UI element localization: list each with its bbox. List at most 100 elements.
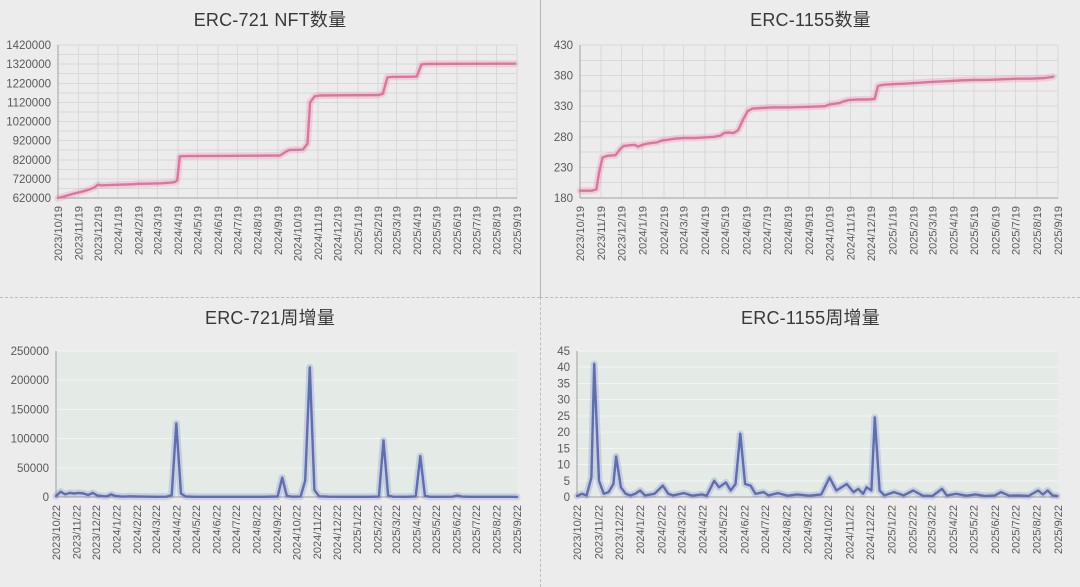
svg-text:2025/4/19: 2025/4/19 [949, 206, 961, 255]
svg-text:0: 0 [564, 492, 570, 504]
svg-text:1120000: 1120000 [7, 97, 51, 109]
erc1155-weekly-gridlines [577, 350, 1058, 482]
erc721-weekly-plot-area [56, 351, 517, 497]
svg-text:2025/3/19: 2025/3/19 [392, 206, 404, 255]
svg-text:2024/10/19: 2024/10/19 [825, 206, 837, 261]
svg-text:2025/5/22: 2025/5/22 [969, 505, 981, 554]
svg-text:2025/2/19: 2025/2/19 [908, 206, 920, 255]
svg-text:1220000: 1220000 [6, 78, 51, 90]
svg-text:2023/11/19: 2023/11/19 [596, 206, 608, 260]
erc1155-weekly-y-axis-labels: 0 5 10 15 20 25 30 35 40 45 [557, 346, 570, 504]
svg-text:2025/8/22: 2025/8/22 [1032, 505, 1044, 554]
svg-text:40: 40 [557, 362, 570, 374]
svg-text:2024/10/22: 2024/10/22 [292, 505, 304, 560]
svg-text:2024/8/19: 2024/8/19 [253, 206, 265, 255]
svg-text:2024/6/19: 2024/6/19 [741, 206, 753, 255]
svg-text:2025/5/19: 2025/5/19 [431, 206, 443, 255]
svg-text:2024/1/19: 2024/1/19 [638, 206, 650, 255]
svg-text:2025/7/22: 2025/7/22 [1010, 505, 1022, 554]
svg-text:2024/12/22: 2024/12/22 [332, 505, 344, 560]
erc721-total-y-axis-labels: 620000 720000 820000 920000 1020000 1120000 12… [6, 40, 51, 205]
erc721-weekly-line-chart: 0 50000 100000 150000 200000 250000 2023/10/22… [11, 346, 524, 560]
svg-text:430: 430 [554, 40, 573, 52]
svg-text:25: 25 [557, 411, 570, 423]
erc1155-total-series-line [578, 75, 1055, 192]
svg-text:2025/9/19: 2025/9/19 [512, 206, 524, 255]
svg-text:2023/12/19: 2023/12/19 [617, 206, 629, 261]
svg-text:2023/12/22: 2023/12/22 [614, 505, 626, 560]
erc721-weekly-y-axis-labels: 0 50000 100000 150000 200000 250000 [11, 346, 49, 504]
chart-title-erc721-total: ERC-721 NFT数量 [193, 10, 347, 30]
svg-text:2025/5/22: 2025/5/22 [431, 505, 443, 554]
svg-text:30: 30 [557, 395, 570, 407]
svg-text:2025/2/22: 2025/2/22 [908, 505, 920, 554]
svg-text:2024/2/19: 2024/2/19 [659, 206, 671, 255]
svg-text:2024/5/22: 2024/5/22 [191, 505, 203, 554]
svg-text:2025/7/19: 2025/7/19 [471, 206, 483, 255]
svg-text:2024/6/22: 2024/6/22 [211, 505, 223, 554]
svg-text:15: 15 [557, 443, 570, 455]
svg-text:2024/12/22: 2024/12/22 [865, 505, 877, 560]
svg-text:2025/4/19: 2025/4/19 [412, 206, 424, 255]
svg-text:2025/8/19: 2025/8/19 [1032, 206, 1044, 255]
svg-text:2023/12/19: 2023/12/19 [93, 206, 105, 261]
svg-text:2024/11/22: 2024/11/22 [844, 505, 856, 559]
svg-text:2024/12/19: 2024/12/19 [333, 206, 345, 261]
svg-text:330: 330 [554, 101, 573, 113]
svg-text:2024/12/19: 2024/12/19 [866, 206, 878, 261]
svg-text:10: 10 [557, 460, 570, 472]
svg-text:2024/4/19: 2024/4/19 [700, 206, 712, 255]
svg-text:1320000: 1320000 [6, 59, 51, 71]
svg-text:2024/2/19: 2024/2/19 [134, 206, 146, 255]
svg-text:50000: 50000 [17, 463, 49, 475]
svg-text:920000: 920000 [13, 136, 51, 148]
chart-title-erc721-weekly: ERC-721周增量 [204, 308, 336, 328]
svg-text:180: 180 [554, 193, 573, 205]
erc1155-weekly-series-line [575, 362, 1059, 498]
svg-text:1020000: 1020000 [6, 117, 51, 129]
svg-text:2025/4/22: 2025/4/22 [411, 505, 423, 554]
svg-text:2024/9/22: 2024/9/22 [272, 505, 284, 554]
svg-text:2024/7/19: 2024/7/19 [762, 206, 774, 255]
svg-text:2025/9/19: 2025/9/19 [1053, 206, 1065, 255]
svg-text:45: 45 [557, 346, 570, 358]
svg-text:100000: 100000 [11, 434, 49, 446]
svg-text:2025/3/22: 2025/3/22 [391, 505, 403, 554]
svg-text:2024/3/19: 2024/3/19 [153, 206, 165, 255]
svg-text:820000: 820000 [13, 155, 51, 167]
svg-text:2024/8/22: 2024/8/22 [781, 505, 793, 554]
erc1155-total-series-glow [576, 73, 1057, 195]
svg-text:2025/6/22: 2025/6/22 [990, 505, 1002, 554]
svg-text:230: 230 [554, 162, 573, 174]
svg-text:2024/9/19: 2024/9/19 [804, 206, 816, 255]
svg-text:2023/10/19: 2023/10/19 [53, 206, 65, 261]
svg-text:2024/3/22: 2024/3/22 [151, 505, 163, 554]
svg-text:2025/1/19: 2025/1/19 [353, 206, 365, 255]
svg-text:2025/1/22: 2025/1/22 [886, 505, 898, 554]
svg-text:2024/5/19: 2024/5/19 [192, 206, 204, 255]
svg-text:2023/11/22: 2023/11/22 [593, 505, 605, 559]
svg-text:5: 5 [564, 476, 570, 488]
chart-title-erc1155-weekly: ERC-1155周增量 [741, 308, 880, 328]
erc721-total-x-axis-labels: 2023/10/19 2023/11/19 2023/12/19 2024/1/19 2… [53, 206, 524, 261]
chart-title-erc1155-total: ERC-1155数量 [750, 10, 871, 30]
svg-text:2023/10/22: 2023/10/22 [572, 505, 584, 560]
svg-text:2025/5/19: 2025/5/19 [969, 206, 981, 255]
erc721-total-series-line [56, 62, 517, 200]
svg-text:2023/11/19: 2023/11/19 [73, 206, 85, 260]
svg-text:280: 280 [554, 132, 573, 144]
svg-text:2024/11/22: 2024/11/22 [312, 505, 324, 559]
panel-erc1155-total: ERC-1155数量 180 230 280 330 380 430 2023/10/19 2… [540, 0, 1080, 297]
svg-text:2024/11/19: 2024/11/19 [313, 206, 325, 260]
svg-text:2025/9/22: 2025/9/22 [1053, 505, 1065, 554]
svg-text:2024/1/19: 2024/1/19 [113, 206, 125, 255]
erc1155-total-gridlines [580, 44, 1059, 198]
erc721-weekly-gridlines [56, 350, 517, 469]
erc721-total-line-chart: 620000 720000 820000 920000 1020000 1120000 12… [6, 40, 524, 261]
svg-text:1420000: 1420000 [6, 40, 51, 52]
svg-text:2024/1/22: 2024/1/22 [112, 505, 124, 554]
svg-text:2024/10/19: 2024/10/19 [293, 206, 305, 261]
svg-text:2025/8/19: 2025/8/19 [492, 206, 504, 255]
